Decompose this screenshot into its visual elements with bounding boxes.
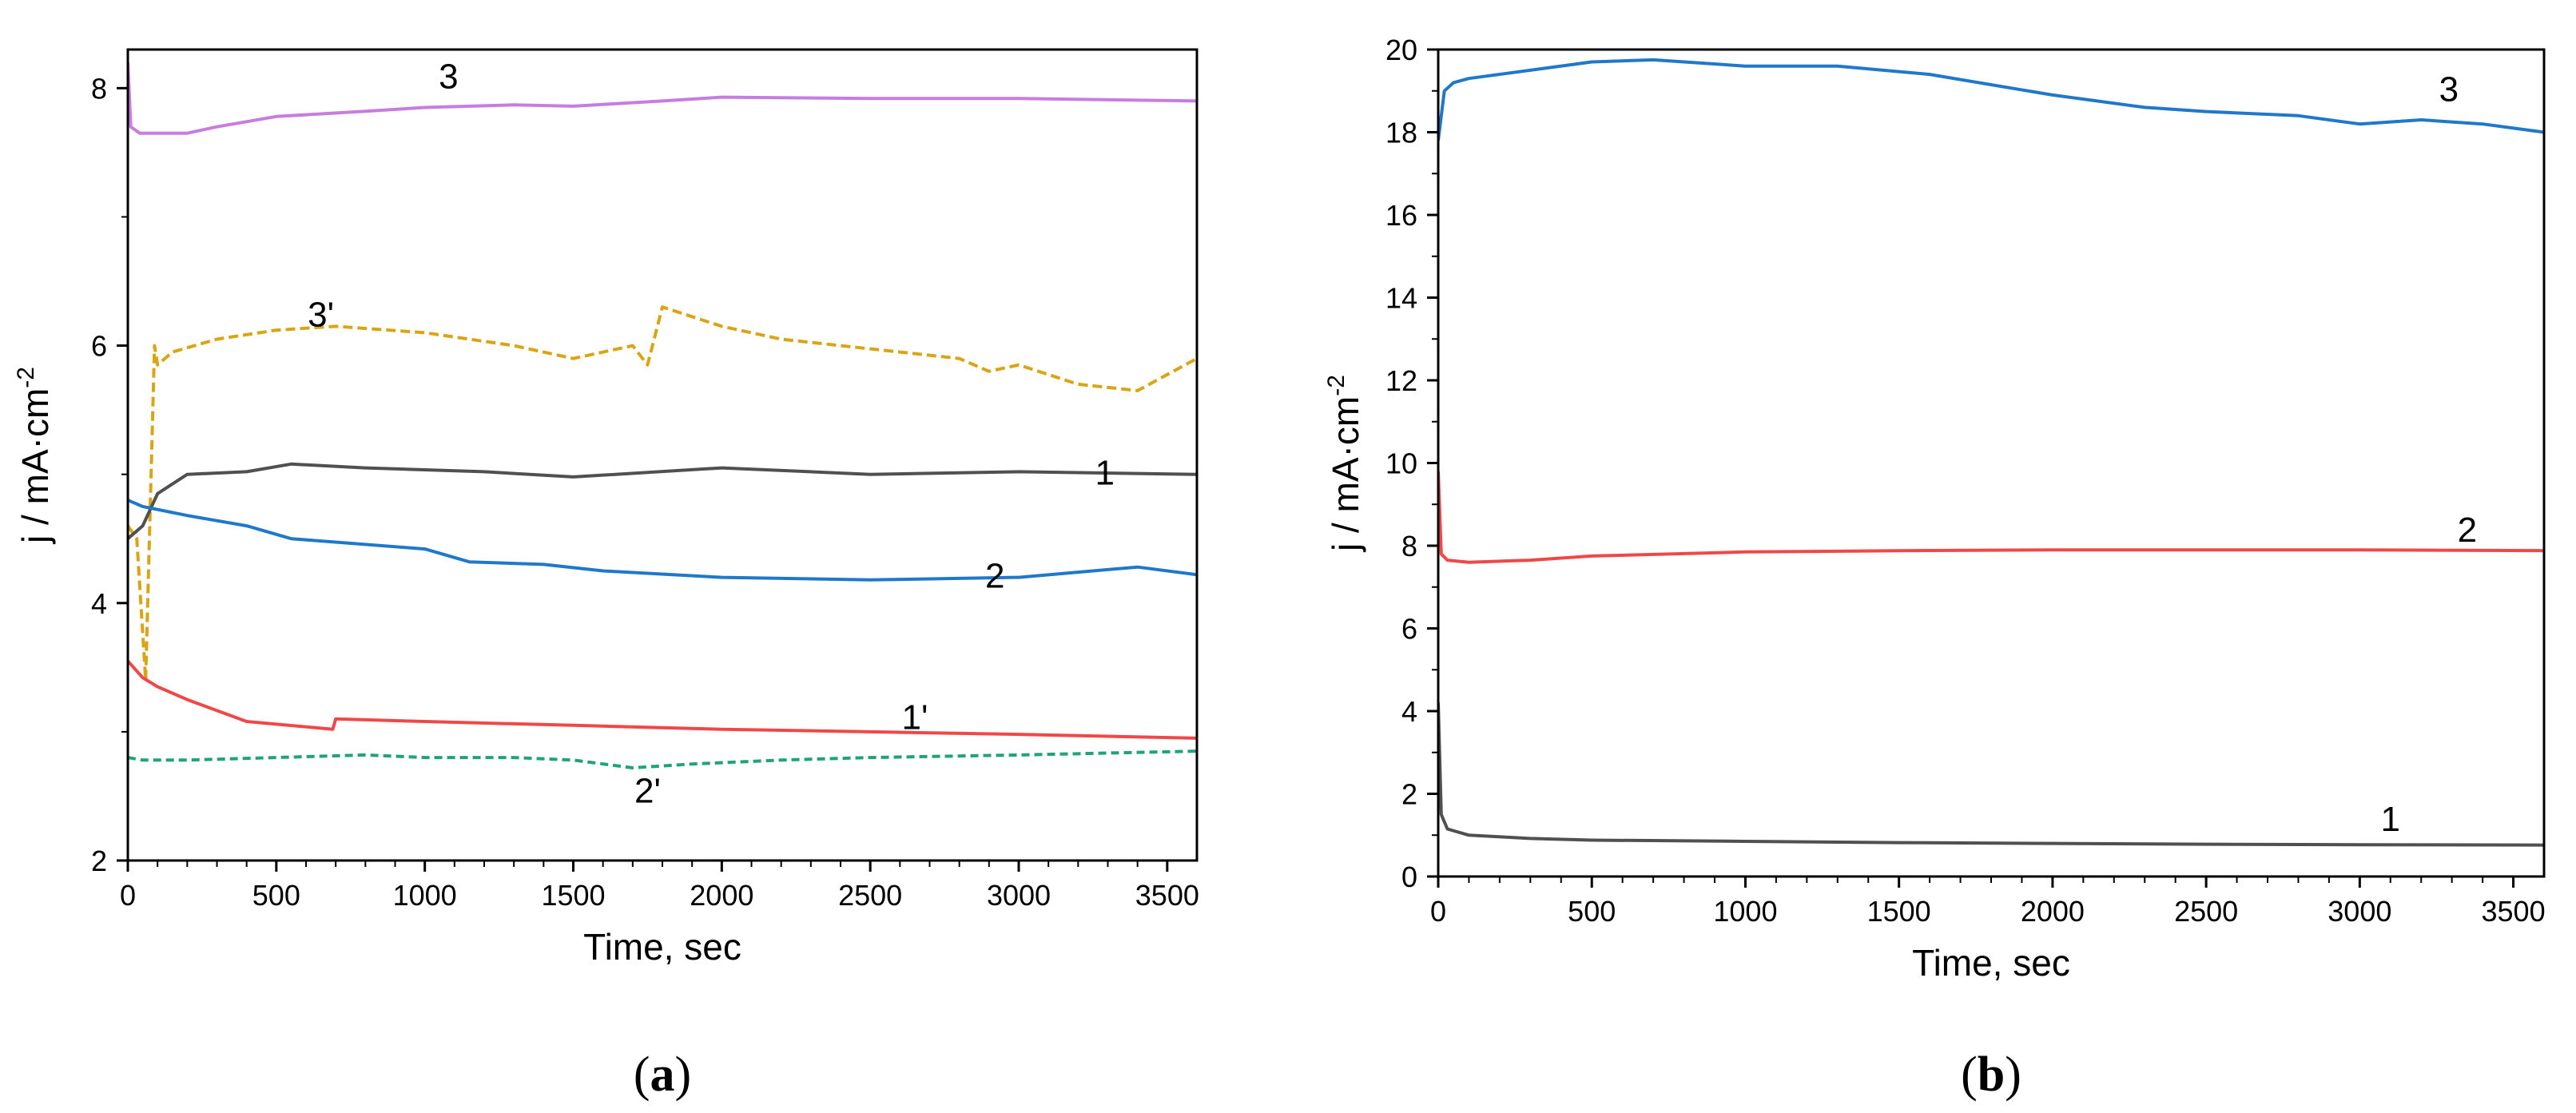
series-line-1p	[128, 659, 1197, 740]
x-tick-label: 3500	[2482, 895, 2546, 928]
curve-label: 3	[2439, 70, 2459, 109]
plot-frame	[126, 48, 1199, 862]
x-tick-label: 500	[252, 879, 300, 912]
panel-label: (b)	[1961, 1047, 2021, 1102]
panel-label: (a)	[634, 1047, 691, 1102]
curve-label: 1	[1095, 454, 1115, 493]
curve-label: 1	[2381, 800, 2400, 839]
plot-frame	[1437, 48, 2546, 878]
y-tick-label: 8	[1401, 530, 1417, 562]
y-axis-title: j / mA·cm-2	[13, 367, 56, 545]
y-tick-label: 10	[1385, 447, 1417, 480]
x-tick-label: 3500	[1135, 879, 1199, 912]
y-tick-label: 4	[91, 587, 107, 620]
x-tick-label: 2500	[2174, 895, 2238, 928]
y-tick-label: 6	[1401, 613, 1417, 646]
x-tick-label: 3000	[2328, 895, 2391, 928]
series-line-2	[1438, 471, 2544, 564]
x-tick-label: 2500	[838, 879, 902, 912]
x-tick-label: 0	[1430, 895, 1446, 928]
curve-label: 3	[439, 57, 458, 96]
x-tick-label: 1500	[541, 879, 605, 912]
curve-label: 2	[985, 556, 1004, 595]
chart-panel-a: 0 500 1000 1500 2000 2500 3000 3500 2 4 6 8 Time, se…	[13, 48, 1199, 1102]
series-line-3	[1438, 58, 2544, 141]
series-line-3p	[128, 305, 1197, 682]
y-tick-label: 18	[1385, 117, 1417, 149]
y-tick-label: 4	[1401, 695, 1417, 728]
y-tick-label: 0	[1401, 861, 1417, 893]
x-tick-label: 1500	[1867, 895, 1931, 928]
series-line-3	[128, 62, 1197, 135]
y-tick-label: 6	[91, 330, 107, 363]
x-tick-label: 2000	[690, 879, 753, 912]
x-tick-label: 2000	[2021, 895, 2085, 928]
series-group	[128, 62, 1197, 769]
x-tick-label: 500	[1568, 895, 1616, 928]
x-tick-label: 3000	[987, 879, 1051, 912]
y-tick-label: 2	[91, 845, 107, 877]
series-line-1	[1438, 702, 2544, 847]
y-tick-label: 14	[1385, 282, 1417, 315]
y-axis-title-main: j / mA·cm	[14, 388, 56, 545]
y-tick-label: 16	[1385, 199, 1417, 232]
y-tick-label: 12	[1385, 364, 1417, 397]
y-tick-label: 8	[91, 72, 107, 105]
curve-label: 2	[2458, 511, 2477, 550]
x-tick-label: 1000	[1713, 895, 1777, 928]
series-line-2p	[128, 749, 1197, 769]
x-tick-label: 1000	[393, 879, 457, 912]
y-tick-label: 20	[1385, 34, 1417, 66]
curve-label: 1'	[901, 698, 928, 737]
y-axis-title-sup: -2	[13, 367, 39, 388]
y-axis-title-sup: -2	[1323, 375, 1350, 396]
y-axis-title: j / mA·cm-2	[1323, 375, 1366, 553]
x-axis-title: Time, sec	[583, 926, 741, 968]
x-axis-title: Time, sec	[1912, 942, 2070, 984]
curve-label: 3'	[308, 295, 334, 334]
curve-label: 2'	[634, 772, 661, 811]
series-line-2	[128, 499, 1197, 582]
series-line-1	[128, 462, 1197, 540]
series-group	[1438, 58, 2544, 847]
x-tick-label: 0	[120, 879, 136, 912]
chart-panel-b: 0 500 1000 1500 2000 2500 3000 3500024681012141…	[1323, 34, 2546, 1102]
y-tick-label: 2	[1401, 778, 1417, 811]
y-axis-title-main: j / mA·cm	[1325, 396, 1366, 553]
